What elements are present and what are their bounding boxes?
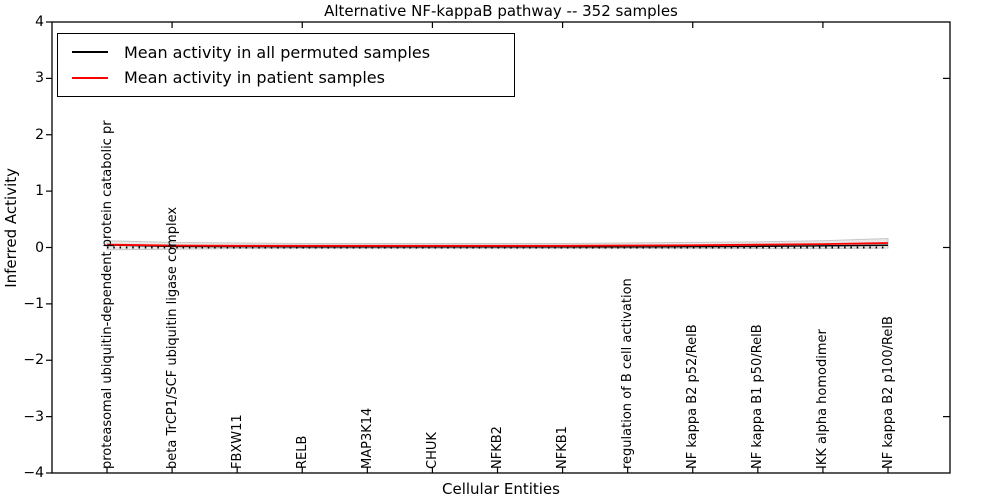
legend-item-patient: Mean activity in patient samples — [58, 68, 514, 87]
x-tick-label: NF kappa B1 p50/RelB — [750, 324, 766, 469]
y-tick-label: 0 — [35, 239, 44, 256]
legend: Mean activity in all permuted samples Me… — [57, 33, 515, 97]
legend-label-permuted: Mean activity in all permuted samples — [124, 42, 431, 62]
legend-label-patient: Mean activity in patient samples — [124, 68, 385, 88]
legend-line-black-icon — [72, 51, 108, 54]
x-tick-label: NF kappa B2 p52/RelB — [685, 324, 701, 469]
y-tick-label: −4 — [23, 465, 44, 481]
y-tick-label: 1 — [35, 183, 44, 200]
chart-title: Alternative NF-kappaB pathway -- 352 sam… — [324, 2, 678, 20]
x-tick-label: FBXW11 — [229, 414, 245, 469]
x-tick-label: NF kappa B2 p100/RelB — [880, 316, 896, 469]
x-tick-label: NFKB2 — [490, 426, 505, 469]
x-tick-label: proteasomal ubiquitin-dependent protein … — [99, 120, 115, 469]
series-line-1 — [106, 242, 889, 247]
x-tick-label: CHUK — [424, 432, 440, 469]
x-tick-label: RELB — [294, 435, 310, 469]
legend-line-red-icon — [72, 76, 108, 79]
y-tick-label: 3 — [35, 70, 44, 87]
y-tick-label: 2 — [35, 126, 44, 143]
y-tick-label: −1 — [23, 295, 44, 312]
x-tick-label: beta TrCP1/SCF ubiquitin ligase complex — [164, 206, 180, 469]
x-tick-label: NFKB1 — [555, 426, 571, 469]
y-tick-label: −2 — [23, 352, 44, 369]
x-tick-label: IKK alpha homodimer — [815, 329, 831, 469]
y-tick-label: −3 — [23, 408, 44, 425]
y-tick-label: 4 — [35, 14, 44, 30]
x-tick-label: MAP3K14 — [359, 407, 375, 469]
legend-item-permuted: Mean activity in all permuted samples — [58, 43, 514, 62]
x-tick-label: regulation of B cell activation — [620, 278, 636, 469]
x-axis-label: Cellular Entities — [442, 480, 560, 498]
